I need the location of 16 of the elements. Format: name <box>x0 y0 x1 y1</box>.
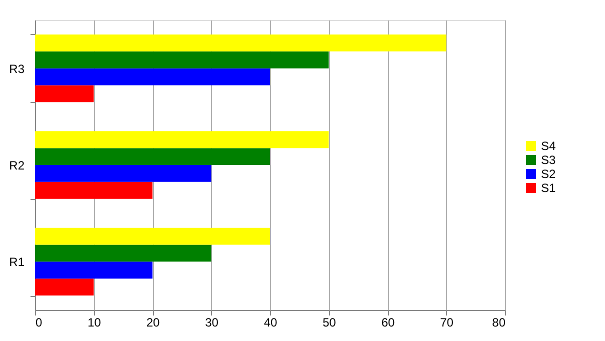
x-tick-label: 20 <box>146 316 160 330</box>
legend-label: S3 <box>541 153 556 167</box>
y-tick-label: R3 <box>9 62 25 76</box>
y-tick-label: R1 <box>9 255 25 270</box>
x-tick-label: 40 <box>264 316 278 330</box>
x-tick-label: 80 <box>492 316 506 330</box>
x-tick-label: 70 <box>440 316 454 330</box>
x-tick-label: 60 <box>381 316 395 330</box>
x-tick-label: 50 <box>322 316 336 330</box>
legend-label: S4 <box>541 139 556 153</box>
x-tick-label: 0 <box>36 316 42 330</box>
x-tick-label: 10 <box>88 316 102 330</box>
y-tick-label: R2 <box>9 158 25 172</box>
legend-label: S1 <box>541 181 556 195</box>
legend-label: S2 <box>541 167 556 181</box>
x-tick-label: 30 <box>205 316 219 330</box>
